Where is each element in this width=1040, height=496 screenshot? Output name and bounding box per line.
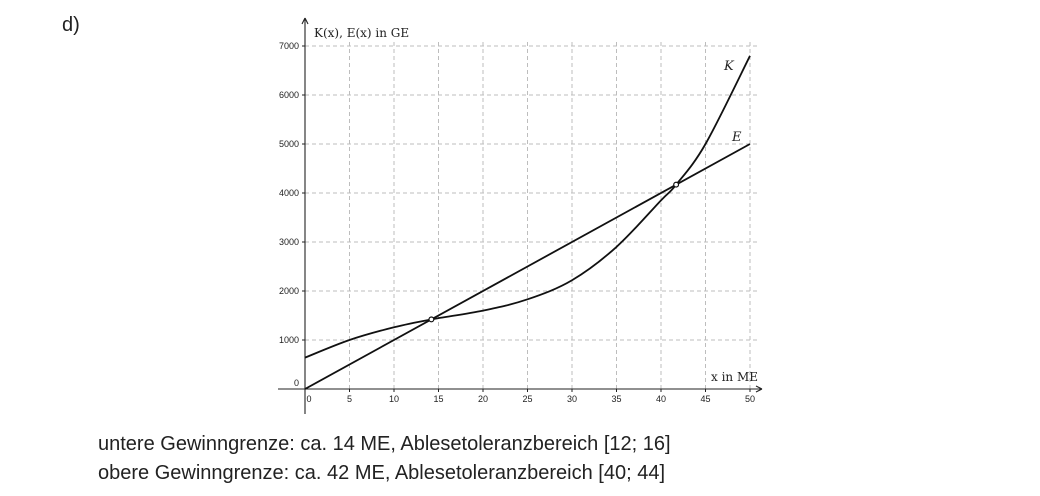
- x-tick-label-0: 0: [306, 394, 311, 404]
- y-axis-label: K(x), E(x) in GE: [314, 26, 409, 40]
- x-axis-arrow: [755, 385, 763, 393]
- y-tick-label-6000: 6000: [279, 90, 299, 100]
- series-K-line: [304, 55, 751, 359]
- x-tick-label-10: 10: [389, 394, 399, 404]
- axes: [278, 17, 763, 414]
- y-tick-label-3000: 3000: [279, 237, 299, 247]
- series-E-label: E: [731, 130, 742, 145]
- x-tick-label-15: 15: [433, 394, 443, 404]
- tick-labels: 0 5 10 15 20 25 30 35 40 45 50 0 1000 2000 3000 4000 500…: [279, 41, 755, 404]
- intersection-points: [428, 181, 680, 323]
- y-tick-label-4000: 4000: [279, 188, 299, 198]
- y-tick-label-7000: 7000: [279, 41, 299, 51]
- x-tick-label-5: 5: [347, 394, 352, 404]
- chart: 0 5 10 15 20 25 30 35 40 45 50 0 1000 2000 3000 4000 500…: [278, 17, 763, 414]
- y-tick-label-2000: 2000: [279, 286, 299, 296]
- x-tick-label-45: 45: [700, 394, 710, 404]
- y-tick-label-0: 0: [294, 378, 299, 388]
- x-tick-label-20: 20: [478, 394, 488, 404]
- x-tick-label-25: 25: [522, 394, 532, 404]
- x-tick-label-50: 50: [745, 394, 755, 404]
- y-axis-arrow: [301, 17, 309, 25]
- lower-profit-limit-note: untere Gewinngrenze: ca. 14 ME, Ableseto…: [98, 433, 671, 455]
- x-axis-label: x in ME: [711, 370, 758, 384]
- y-tick-label-5000: 5000: [279, 139, 299, 149]
- upper-profit-limit-note: obere Gewinngrenze: ca. 42 ME, Ablesetol…: [98, 462, 666, 484]
- grid: [305, 40, 758, 389]
- x-tick-label-30: 30: [567, 394, 577, 404]
- series-K-label: K: [723, 59, 735, 74]
- intersection-point-1: [428, 316, 435, 323]
- y-tick-label-1000: 1000: [279, 335, 299, 345]
- part-label: d): [62, 14, 80, 36]
- intersection-point-2: [673, 181, 680, 188]
- x-tick-label-40: 40: [656, 394, 666, 404]
- x-tick-label-35: 35: [611, 394, 621, 404]
